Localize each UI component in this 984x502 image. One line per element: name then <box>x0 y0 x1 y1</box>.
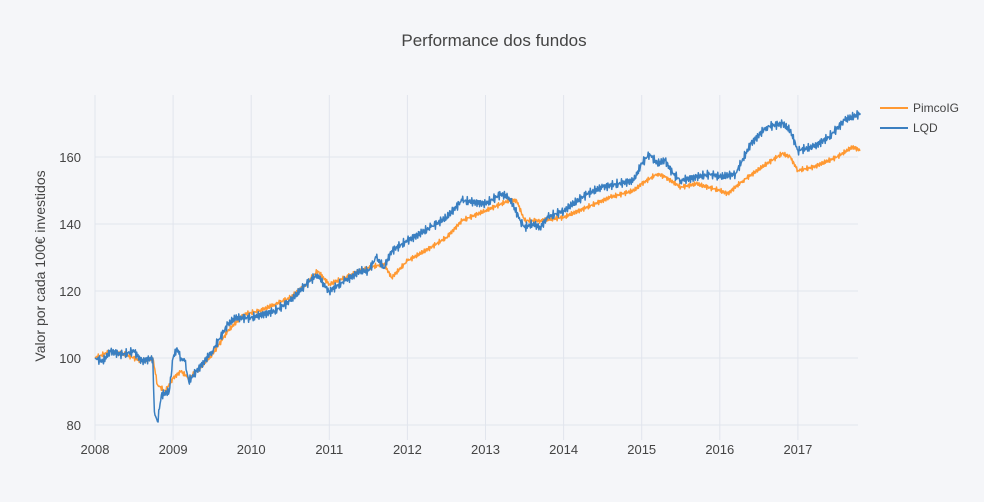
x-tick-label: 2012 <box>393 442 422 457</box>
x-tick-labels: 2008 2009 2010 2011 2012 2013 2014 2015 2016 2017 <box>81 442 813 457</box>
legend-label: LQD <box>913 121 938 135</box>
legend-item-lqd[interactable]: LQD <box>880 121 938 135</box>
y-axis-label: Valor por cada 100€ investidos <box>32 170 48 361</box>
y-tick-label: 160 <box>59 150 81 165</box>
x-tick-label: 2010 <box>237 442 266 457</box>
chart-title: Performance dos fundos <box>401 31 586 50</box>
x-tick-label: 2009 <box>159 442 188 457</box>
y-tick-label: 140 <box>59 217 81 232</box>
y-tick-label: 100 <box>59 351 81 366</box>
legend-item-pimcoig[interactable]: PimcoIG <box>880 101 959 115</box>
legend-label: PimcoIG <box>913 101 959 115</box>
x-tick-label: 2011 <box>315 442 343 457</box>
x-tick-label: 2013 <box>471 442 500 457</box>
x-tick-label: 2017 <box>783 442 812 457</box>
x-tick-label: 2015 <box>627 442 656 457</box>
legend: PimcoIG LQD <box>880 101 959 135</box>
x-tick-label: 2008 <box>81 442 110 457</box>
x-tick-label: 2016 <box>705 442 734 457</box>
gridlines <box>94 95 858 440</box>
y-tick-label: 80 <box>67 418 81 433</box>
y-tick-label: 120 <box>59 284 81 299</box>
series-lines <box>94 110 862 423</box>
x-tick-label: 2014 <box>549 442 578 457</box>
y-tick-labels: 80 100 120 140 160 <box>59 150 81 433</box>
series-line-lqd <box>94 110 862 423</box>
